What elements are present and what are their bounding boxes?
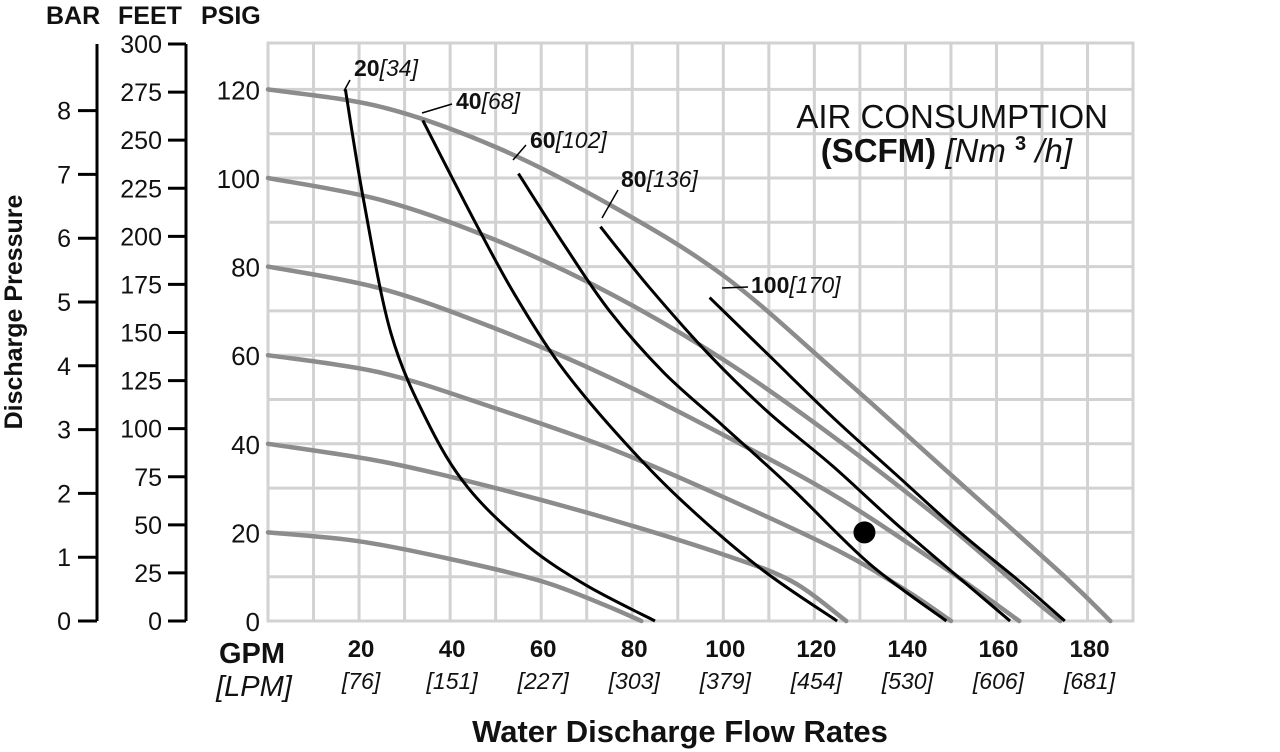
- legend-scfm: (SCFM): [821, 132, 936, 169]
- x-tick-gpm: 100: [705, 636, 745, 663]
- feet-tick-label: 175: [120, 271, 162, 299]
- bar-tick-label: 1: [57, 544, 71, 572]
- air-curve: [708, 296, 1066, 623]
- bar-axis-header: BAR: [46, 2, 100, 30]
- x-tick-gpm: 120: [796, 636, 836, 663]
- air-curve-label: 20[34]: [354, 55, 419, 81]
- feet-tick-label: 50: [134, 512, 162, 540]
- x-tick-gpm: 20: [348, 636, 375, 663]
- pressure-curve: [265, 441, 849, 624]
- x-tick-lpm: [227]: [517, 668, 570, 694]
- air-label-scfm: 100: [751, 272, 789, 298]
- bar-tick-label: 8: [57, 98, 71, 126]
- feet-tick-label: 0: [148, 608, 162, 636]
- legend-sup: 3: [1015, 133, 1026, 155]
- x-tick-lpm: [151]: [426, 668, 479, 694]
- air-curve-label: 40[68]: [456, 88, 521, 114]
- psig-tick-label: 20: [231, 518, 260, 548]
- legend-per-h: /h]: [1033, 132, 1073, 169]
- psig-axis-header: PSIG: [201, 2, 261, 30]
- legend-title-line1: AIR CONSUMPTION: [796, 98, 1108, 135]
- air-label-leader: [601, 189, 619, 219]
- operating-point-marker: [853, 521, 876, 544]
- feet-tick-label: 75: [134, 464, 162, 492]
- x-tick-gpm: 80: [621, 636, 648, 663]
- feet-tick-label: 225: [120, 175, 162, 203]
- bar-tick-label: 3: [57, 417, 71, 445]
- air-curve-label: 60[102]: [530, 127, 607, 153]
- feet-tick-label: 300: [120, 31, 162, 59]
- x-tick-gpm: 180: [1070, 636, 1110, 663]
- air-label-nm3h: [68]: [481, 88, 521, 114]
- psig-tick-label: 100: [217, 164, 260, 194]
- x-tick-lpm: [681]: [1063, 668, 1116, 694]
- air-label-leader: [421, 103, 453, 114]
- air-curve: [421, 119, 838, 623]
- feet-tick-label: 250: [120, 127, 162, 155]
- axes: 0204060801001200255075100125150175200225…: [57, 31, 1116, 694]
- feet-tick-label: 150: [120, 320, 162, 348]
- pressure-curve: [265, 87, 1113, 624]
- x-tick-lpm: [606]: [972, 668, 1025, 694]
- psig-tick-label: 80: [231, 253, 260, 283]
- x-axis-label: Water Discharge Flow Rates: [472, 714, 888, 749]
- x-tick-gpm: 40: [439, 636, 466, 663]
- bar-tick-label: 2: [57, 480, 71, 508]
- x-tick-lpm: [76]: [341, 668, 381, 694]
- x-tick-gpm: 160: [978, 636, 1018, 663]
- y-axis-label: Discharge Pressure: [0, 194, 28, 429]
- bar-tick-label: 4: [57, 353, 71, 381]
- air-label-nm3h: [170]: [788, 272, 841, 298]
- x-tick-lpm: [379]: [699, 668, 752, 694]
- psig-tick-label: 40: [231, 430, 260, 460]
- air-curve: [599, 225, 1012, 623]
- air-label-leader: [721, 286, 749, 289]
- air-label-nm3h: [136]: [646, 166, 699, 192]
- x-tick-lpm: [303]: [608, 668, 661, 694]
- feet-tick-label: 275: [120, 79, 162, 107]
- legend-nm: [Nm: [944, 132, 1006, 169]
- air-curve: [517, 172, 948, 623]
- feet-axis-header: FEET: [118, 2, 182, 30]
- x-tick-lpm: [454]: [790, 668, 843, 694]
- psig-tick-label: 120: [217, 75, 260, 105]
- bar-tick-label: 6: [57, 225, 71, 253]
- pressure-curve: [265, 175, 1063, 624]
- x-tick-lpm: [530]: [881, 668, 934, 694]
- pressure-curves: [265, 87, 1113, 624]
- feet-tick-label: 100: [120, 416, 162, 444]
- air-consumption-curves: [343, 89, 1066, 623]
- air-label-leader: [343, 79, 351, 92]
- x-tick-gpm: 140: [887, 636, 927, 663]
- air-curve-label: 80[136]: [621, 166, 698, 192]
- bar-tick-label: 7: [57, 161, 71, 189]
- feet-tick-label: 25: [134, 560, 162, 588]
- bar-tick-label: 0: [57, 608, 71, 636]
- pressure-curve: [265, 530, 644, 624]
- x-unit-gpm: GPM: [219, 638, 285, 670]
- air-curve-label: 100[170]: [751, 272, 841, 298]
- air-label-scfm: 20: [354, 55, 380, 81]
- plot-border: [266, 41, 1135, 623]
- x-tick-gpm: 60: [530, 636, 557, 663]
- bar-tick-label: 5: [57, 289, 71, 317]
- pressure-curve: [265, 264, 1022, 624]
- air-label-nm3h: [34]: [379, 55, 419, 81]
- air-label-scfm: 80: [621, 166, 647, 192]
- psig-tick-label: 0: [246, 607, 260, 637]
- feet-tick-label: 125: [120, 368, 162, 396]
- x-unit-lpm: [LPM]: [215, 671, 293, 703]
- psig-tick-label: 60: [231, 341, 260, 371]
- air-label-leader: [512, 144, 527, 161]
- plot-grid: [266, 41, 1135, 623]
- air-curve: [343, 89, 656, 623]
- air-label-scfm: 60: [530, 127, 556, 153]
- air-label-nm3h: [102]: [555, 127, 608, 153]
- chart-labels: 20[34] 40[68] 60[102] 80[136] 100[170]: [343, 55, 876, 544]
- feet-tick-label: 200: [120, 223, 162, 251]
- legend-title-line2: (SCFM) [Nm 3 /h]: [821, 120, 1073, 169]
- air-label-scfm: 40: [456, 88, 482, 114]
